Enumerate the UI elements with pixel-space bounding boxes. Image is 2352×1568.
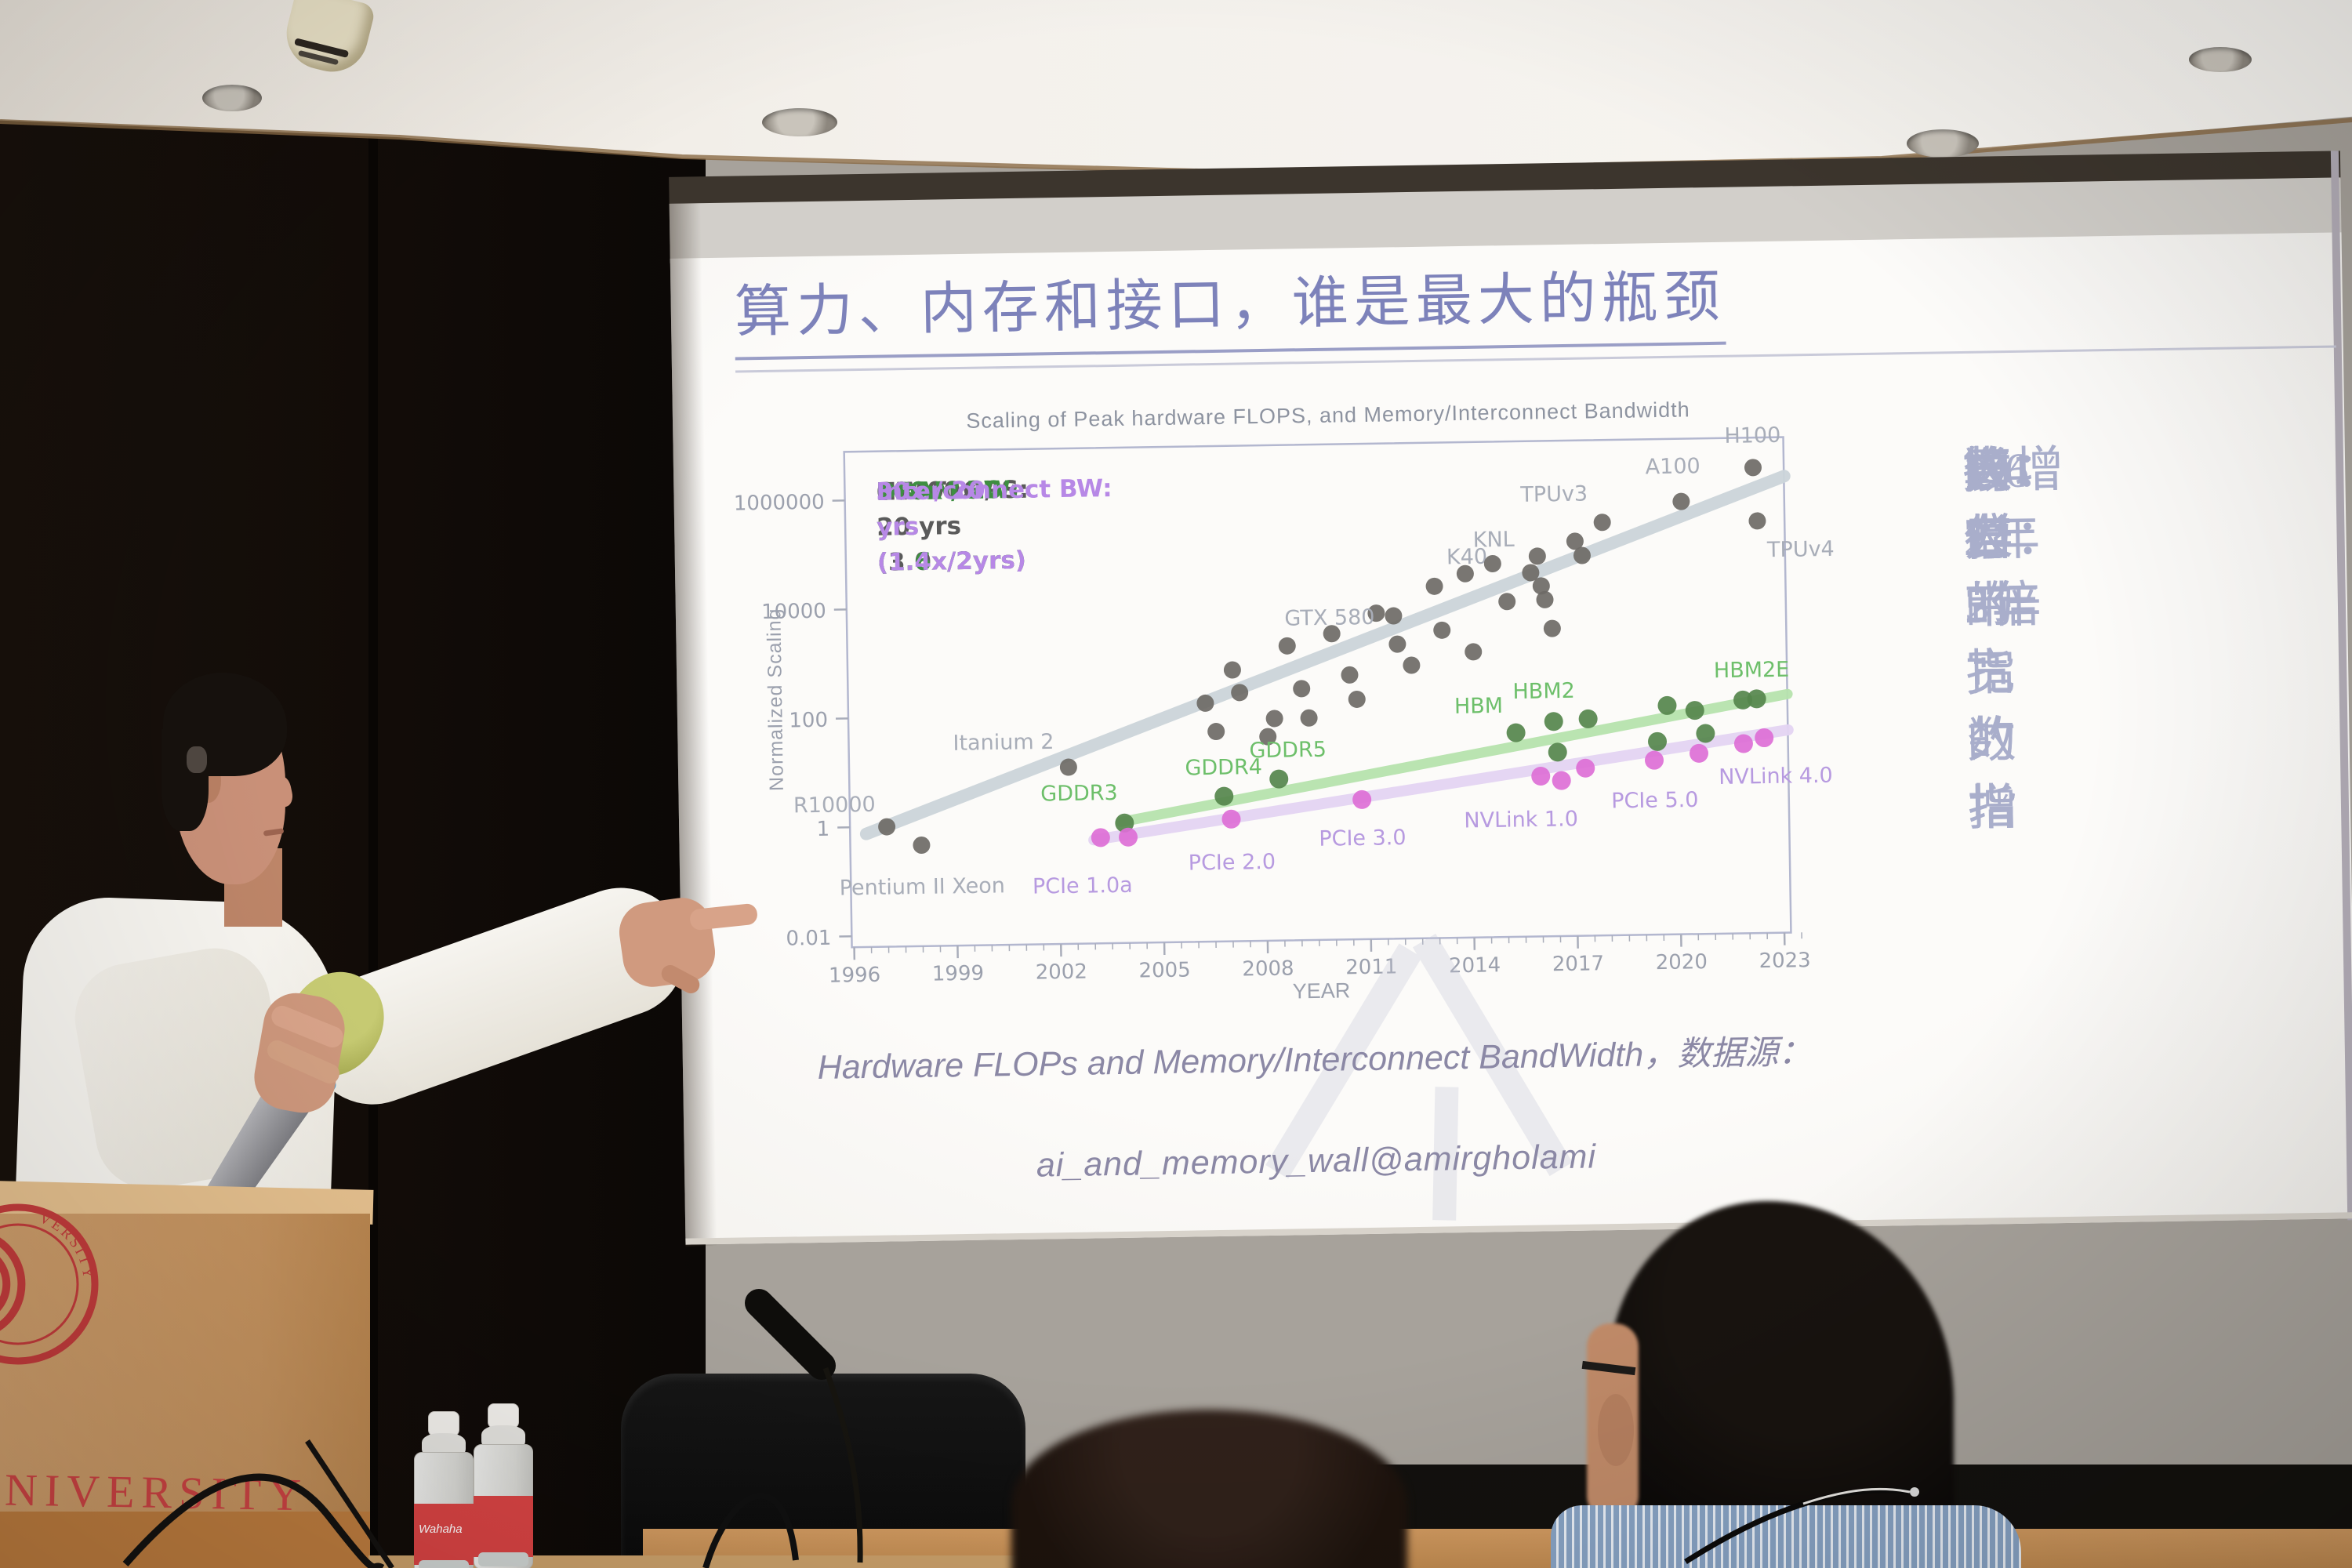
svg-text:100: 100: [789, 709, 828, 733]
svg-text:PCIe 3.0: PCIe 3.0: [1319, 826, 1406, 851]
svg-text:2002: 2002: [1035, 960, 1087, 985]
podium-lower-band: [0, 1512, 370, 1568]
svg-text:1999: 1999: [932, 962, 985, 986]
ceiling-light: [762, 108, 837, 136]
svg-text:GDDR3: GDDR3: [1040, 781, 1118, 807]
svg-text:HBM2: HBM2: [1512, 679, 1575, 704]
svg-text:NVLink 4.0: NVLink 4.0: [1719, 764, 1833, 789]
svg-text:1: 1: [816, 818, 829, 841]
svg-text:PCIe 5.0: PCIe 5.0: [1611, 788, 1699, 814]
svg-text:TPUv3: TPUv3: [1519, 482, 1588, 507]
audience-striped-shirt: [1551, 1505, 2021, 1568]
svg-text:PCIe 2.0: PCIe 2.0: [1189, 850, 1276, 876]
audience-ear: [1598, 1394, 1634, 1466]
svg-text:GTX 580: GTX 580: [1284, 605, 1375, 631]
university-seal: VERSITY 8: [0, 1203, 99, 1365]
svg-text:Pentium II Xeon: Pentium II Xeon: [839, 873, 1005, 900]
svg-text:2008: 2008: [1242, 956, 1294, 981]
svg-text:A100: A100: [1645, 454, 1700, 479]
podium: NIVERSITY: [0, 1181, 374, 1568]
svg-text:HBM: HBM: [1454, 694, 1504, 719]
presenter-gray-temple: [187, 746, 207, 773]
gooseneck-mic-capsule: [745, 1289, 836, 1380]
scaling-chart: 1996 1999 2002 2005 2008 2011 2014 2017 2020 2023…: [734, 423, 1835, 988]
svg-text:2023: 2023: [1759, 949, 1811, 973]
svg-text:1000000: 1000000: [734, 491, 825, 516]
svg-text:HBM2E: HBM2E: [1714, 658, 1790, 684]
bottle-cap: [428, 1411, 459, 1436]
desk-mic: [1684, 1487, 1912, 1564]
ceiling-light: [2189, 47, 2252, 72]
svg-text:10000: 10000: [761, 600, 826, 624]
svg-text:2011: 2011: [1345, 955, 1398, 979]
svg-text:NVLink 1.0: NVLink 1.0: [1464, 807, 1578, 833]
svg-text:PCIe 1.0a: PCIe 1.0a: [1033, 873, 1133, 899]
projection-screen: 算力、内存和接口，谁是最大的瓶颈 Scaling of Peak hardwar…: [666, 140, 2352, 1287]
bottle-label: [474, 1496, 533, 1557]
svg-text:0.01: 0.01: [786, 927, 831, 951]
svg-text:1996: 1996: [829, 964, 881, 988]
svg-text:KNL: KNL: [1473, 528, 1515, 553]
svg-text:GDDR5: GDDR5: [1249, 738, 1327, 764]
bottle-cap: [488, 1403, 519, 1428]
audience-head: [1011, 1410, 1407, 1568]
gooseneck-mic-stem: [822, 1367, 863, 1563]
svg-text:2020: 2020: [1655, 950, 1708, 975]
ceiling-light: [1907, 129, 1979, 158]
bottle-label: Wahaha: [414, 1504, 474, 1565]
svg-text:Itanium 2: Itanium 2: [953, 730, 1054, 756]
podium-front: [0, 1214, 370, 1521]
svg-text:R10000: R10000: [793, 793, 876, 818]
svg-text:2014: 2014: [1449, 953, 1501, 978]
svg-text:2005: 2005: [1138, 959, 1191, 983]
svg-text:2017: 2017: [1552, 952, 1605, 976]
ceiling-light: [202, 85, 262, 111]
svg-text:TPUv4: TPUv4: [1766, 537, 1835, 562]
svg-text:GDDR4: GDDR4: [1185, 755, 1262, 781]
svg-text:H100: H100: [1724, 423, 1780, 448]
presenter-hair-back: [162, 729, 209, 831]
